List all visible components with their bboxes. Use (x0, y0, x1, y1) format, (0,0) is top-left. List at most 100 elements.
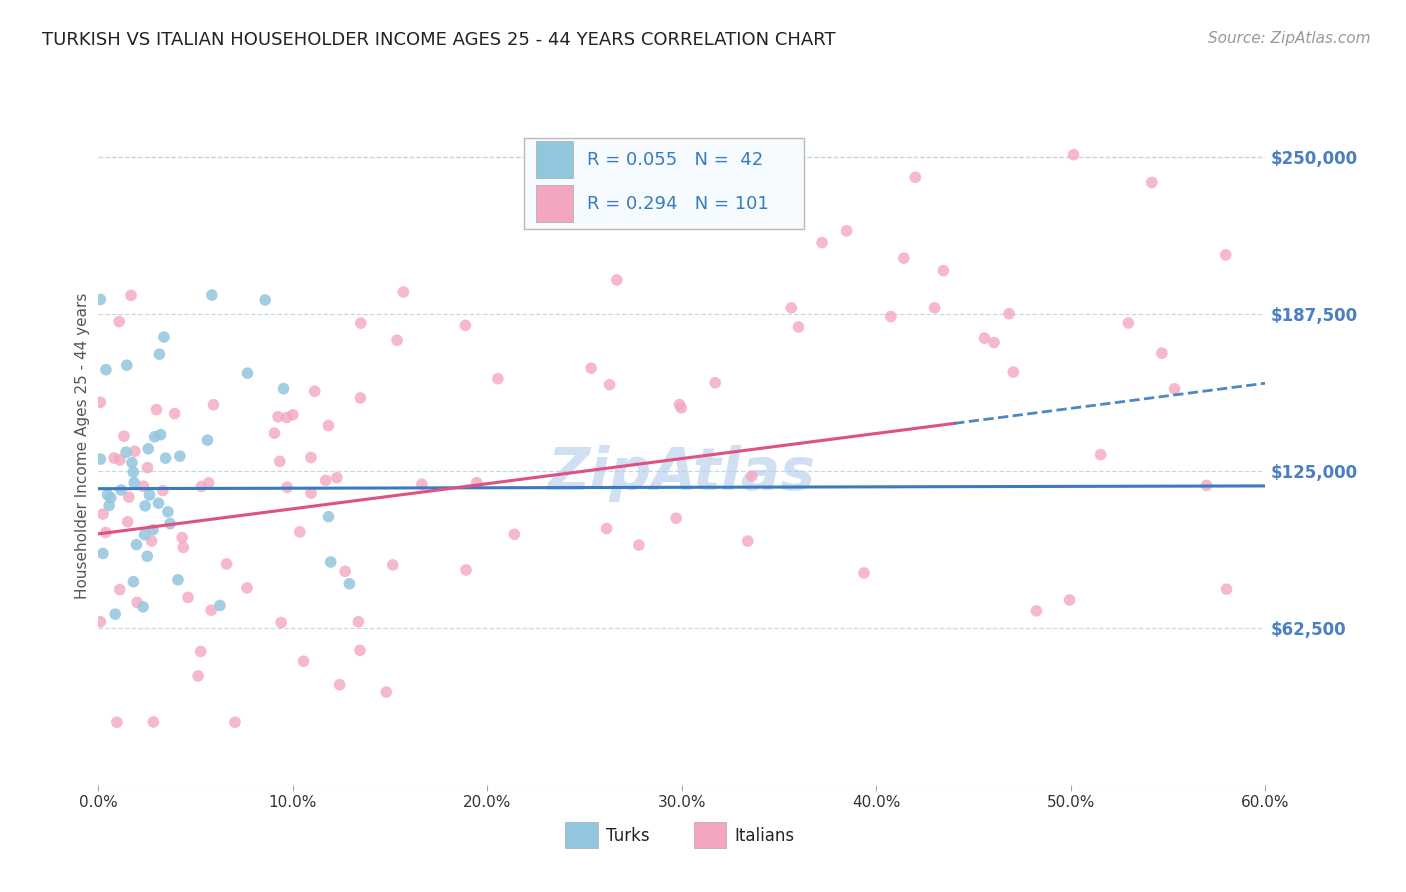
Point (142, 523, 165, 537)
FancyBboxPatch shape (693, 822, 727, 848)
Point (411, 477, 433, 491)
Point (741, 469, 763, 483)
Point (91, 507, 114, 521)
Point (172, 531, 194, 545)
Point (254, 293, 277, 307)
Point (124, 475, 146, 490)
Point (486, 372, 509, 386)
Point (392, 285, 415, 299)
Point (190, 479, 212, 493)
Point (627, 538, 650, 552)
Point (115, 445, 138, 459)
Point (142, 714, 165, 729)
Point (1163, 382, 1185, 396)
Point (215, 557, 238, 571)
Point (326, 470, 349, 484)
Point (349, 643, 371, 657)
Point (465, 475, 488, 490)
Point (120, 288, 142, 302)
Point (276, 410, 298, 425)
Point (224, 715, 246, 730)
Point (94, 525, 117, 540)
Point (200, 603, 222, 617)
Point (136, 460, 159, 475)
Point (1215, 582, 1237, 596)
Point (315, 473, 337, 487)
Point (1150, 346, 1173, 360)
Point (1195, 478, 1218, 492)
Point (595, 522, 617, 536)
Point (998, 307, 1021, 321)
Point (108, 582, 131, 597)
Point (1118, 316, 1140, 330)
Point (318, 509, 340, 524)
Point (811, 235, 834, 250)
Point (904, 170, 927, 185)
Point (263, 426, 285, 441)
Text: Turks: Turks (606, 827, 650, 845)
Point (983, 335, 1005, 350)
Point (349, 391, 371, 405)
Point (136, 442, 159, 456)
Point (1063, 147, 1085, 161)
Point (299, 486, 322, 500)
Point (91, 546, 114, 560)
Point (276, 480, 298, 494)
Point (94, 362, 117, 376)
Point (201, 288, 224, 302)
Point (112, 429, 135, 443)
Point (125, 538, 148, 552)
Point (96, 488, 118, 502)
Point (134, 499, 156, 513)
Point (318, 418, 340, 433)
Point (136, 549, 159, 564)
Point (152, 483, 174, 498)
Point (138, 488, 160, 502)
FancyBboxPatch shape (536, 141, 574, 178)
Point (100, 491, 122, 505)
Point (454, 318, 477, 333)
Point (787, 320, 810, 334)
Point (269, 454, 291, 468)
Point (668, 398, 690, 412)
Point (167, 573, 190, 587)
Point (273, 382, 295, 396)
Point (350, 316, 373, 330)
Point (169, 449, 191, 463)
Point (89, 452, 111, 467)
Point (599, 377, 621, 392)
Point (329, 678, 352, 692)
Point (780, 301, 803, 315)
Point (1140, 176, 1163, 190)
Point (932, 263, 955, 277)
Point (1025, 604, 1047, 618)
FancyBboxPatch shape (524, 137, 804, 229)
Point (339, 576, 361, 591)
Point (122, 465, 145, 479)
Text: R = 0.055   N =  42: R = 0.055 N = 42 (588, 151, 763, 169)
Point (110, 483, 132, 497)
Point (190, 644, 212, 658)
Point (108, 453, 131, 467)
FancyBboxPatch shape (536, 185, 574, 222)
Point (121, 456, 143, 470)
Point (236, 366, 259, 380)
Point (281, 408, 304, 422)
Point (159, 516, 181, 531)
Point (737, 534, 759, 549)
Point (375, 685, 398, 699)
Y-axis label: Householder Income Ages 25 - 44 years: Householder Income Ages 25 - 44 years (75, 293, 90, 599)
Point (347, 615, 370, 629)
Point (187, 669, 209, 683)
Point (141, 534, 163, 549)
Point (270, 615, 292, 630)
Point (89, 293, 111, 307)
Point (880, 310, 903, 324)
Point (127, 595, 149, 609)
Point (122, 574, 145, 589)
Point (117, 515, 139, 529)
Point (579, 361, 602, 376)
Point (333, 564, 356, 578)
Point (148, 347, 170, 361)
Point (1002, 365, 1025, 379)
